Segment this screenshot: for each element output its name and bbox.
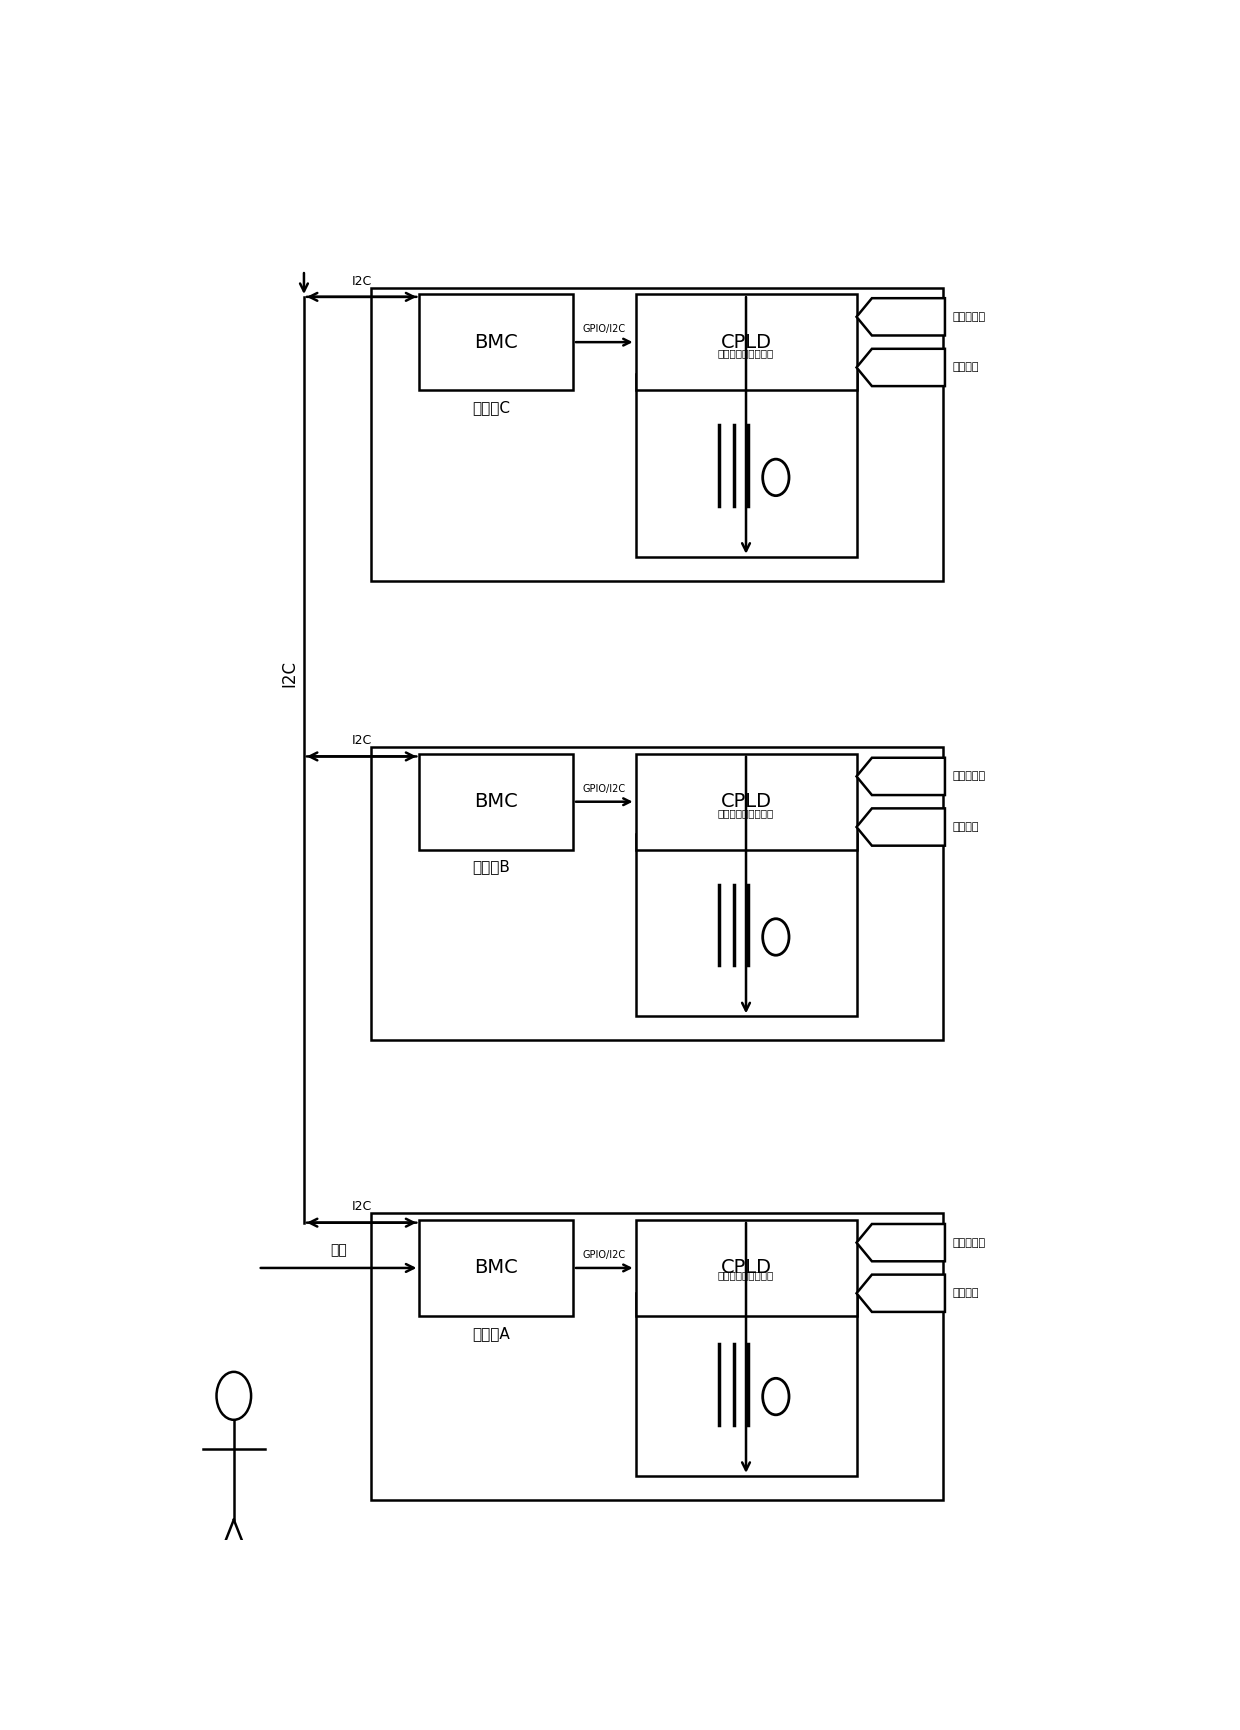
Polygon shape xyxy=(635,834,857,1016)
Polygon shape xyxy=(371,1213,942,1500)
Polygon shape xyxy=(419,294,573,389)
Text: 开关机按键: 开关机按键 xyxy=(952,311,986,322)
Text: I2C: I2C xyxy=(280,661,299,687)
Text: 控制上电、重启时序: 控制上电、重启时序 xyxy=(718,1270,774,1280)
Text: 重启按键: 重启按键 xyxy=(952,363,980,372)
Text: BMC: BMC xyxy=(474,792,518,811)
Polygon shape xyxy=(635,1220,857,1317)
Polygon shape xyxy=(857,1225,945,1261)
Polygon shape xyxy=(635,1294,857,1476)
Text: GPIO/I2C: GPIO/I2C xyxy=(583,784,626,794)
Polygon shape xyxy=(857,1275,945,1311)
Text: 网络: 网络 xyxy=(330,1244,347,1258)
Text: BMC: BMC xyxy=(474,1258,518,1277)
Text: 服务器B: 服务器B xyxy=(472,860,511,874)
Text: GPIO/I2C: GPIO/I2C xyxy=(583,324,626,334)
Polygon shape xyxy=(635,374,857,557)
Text: 服务器C: 服务器C xyxy=(472,400,511,415)
Text: 控制上电、重启时序: 控制上电、重启时序 xyxy=(718,808,774,818)
Polygon shape xyxy=(857,758,945,796)
Polygon shape xyxy=(419,754,573,849)
Polygon shape xyxy=(371,747,942,1040)
Text: 重启按键: 重启按键 xyxy=(952,1289,980,1298)
Text: 服务器A: 服务器A xyxy=(472,1325,510,1341)
Text: 开关机按键: 开关机按键 xyxy=(952,772,986,782)
Text: GPIO/I2C: GPIO/I2C xyxy=(583,1251,626,1259)
Polygon shape xyxy=(419,1220,573,1317)
Text: CPLD: CPLD xyxy=(720,332,771,351)
Text: CPLD: CPLD xyxy=(720,1258,771,1277)
Polygon shape xyxy=(371,287,942,581)
Polygon shape xyxy=(635,294,857,389)
Text: I2C: I2C xyxy=(351,1201,372,1213)
Text: BMC: BMC xyxy=(474,332,518,351)
Polygon shape xyxy=(857,808,945,846)
Text: CPLD: CPLD xyxy=(720,792,771,811)
Text: I2C: I2C xyxy=(351,734,372,747)
Polygon shape xyxy=(635,754,857,849)
Text: 重启按键: 重启按键 xyxy=(952,822,980,832)
Text: I2C: I2C xyxy=(351,275,372,287)
Text: 开关机按键: 开关机按键 xyxy=(952,1237,986,1247)
Polygon shape xyxy=(857,298,945,336)
Polygon shape xyxy=(857,349,945,386)
Text: 控制上电、重启时序: 控制上电、重启时序 xyxy=(718,348,774,358)
